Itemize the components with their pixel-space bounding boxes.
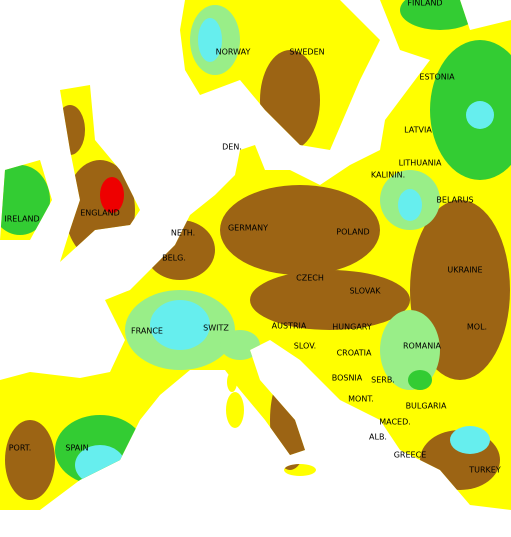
country-label: ALB. (369, 433, 387, 442)
country-label: SLOVAK (349, 287, 381, 296)
footer (0, 510, 511, 537)
country-label: BELARUS (436, 196, 473, 205)
country-label: LATVIA (404, 126, 432, 135)
country-label: BELG. (162, 254, 186, 263)
country-label: GERMANY (228, 224, 268, 233)
country-label: SWITZ (203, 324, 229, 333)
country-label: UKRAINE (447, 266, 482, 275)
country-label: HUNGARY (332, 323, 372, 332)
country-label: SWEDEN (289, 48, 324, 57)
country-label: AUSTRIA (272, 322, 307, 331)
country-label: TURKEY (468, 466, 501, 475)
country-labels: FINLAND NORWAY SWEDEN ESTONIA LATVIA DEN. LITH… (4, 0, 500, 475)
country-label: SPAIN (65, 444, 88, 453)
country-label: LITHUANIA (399, 159, 442, 168)
country-label: MACED. (379, 418, 411, 427)
country-label: ROMANIA (403, 342, 442, 351)
country-label: FINLAND (407, 0, 442, 8)
country-label: KALININ. (371, 171, 405, 180)
country-label: GREECE (394, 451, 427, 460)
country-label: CROATIA (337, 349, 372, 358)
country-label: MONT. (348, 395, 374, 404)
country-label: POLAND (336, 228, 369, 237)
country-label: MOL. (467, 323, 487, 332)
country-label: ESTONIA (419, 73, 455, 82)
country-label: NETH. (171, 229, 195, 238)
country-label: ENGLAND (80, 209, 120, 218)
country-label: DEN. (222, 143, 242, 152)
country-label: SERB. (371, 376, 395, 385)
country-label: IRELAND (4, 215, 39, 224)
country-label: SLOV. (294, 342, 316, 351)
country-label: BOSNIA (332, 374, 363, 383)
country-label: PORT. (9, 444, 32, 453)
country-label: BULGARIA (406, 402, 447, 411)
country-label: CZECH (296, 274, 324, 283)
country-label: FRANCE (131, 327, 163, 336)
country-label: NORWAY (216, 48, 251, 57)
